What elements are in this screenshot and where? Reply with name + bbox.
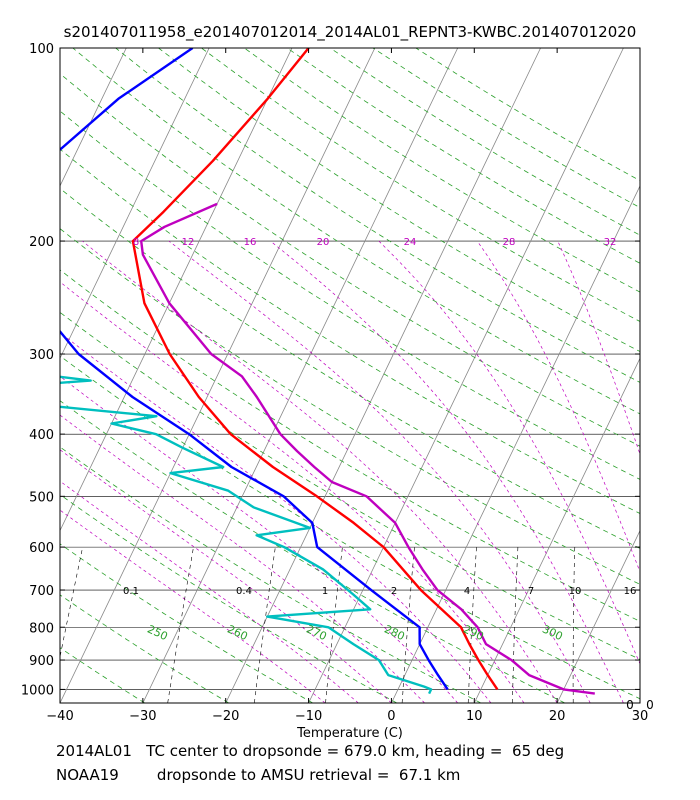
dry-adiabat-line [115,48,640,383]
x-tick-label: 10 [466,709,483,724]
moist-adiabat-line [60,414,425,703]
x-tick-label: −30 [129,709,156,724]
footer-line-1: 2014AL01 TC center to dropsonde = 679.0 … [56,742,565,760]
isotherm-line [639,702,640,703]
x-tick-label: 30 [632,709,649,724]
isotherm-line [556,529,640,703]
plot-frame [59,47,641,704]
dry-adiabat-line [60,702,61,703]
moist-adiabat-line [168,240,591,703]
moist-adiabat-label: 8 [133,237,139,248]
isotherm-line [60,48,127,187]
y-tick-label: 800 [29,621,54,636]
mixing-ratio-line [60,547,83,659]
dry-adiabat-label: 250 [145,622,170,643]
dry-adiabat-label: 300 [540,622,565,643]
dry-adiabat-label: 290 [461,622,486,643]
dry-adiabat-line [158,48,640,353]
dry-adiabat-line [60,647,145,703]
y-tick-label: 500 [29,490,54,505]
isotherm-line [60,48,293,532]
mixing-ratio-line [325,547,343,703]
mixing-ratio-label: 2 [391,586,397,597]
isotherm-line [225,48,541,703]
moist-adiabat-label: 12 [182,237,195,248]
mixing-ratio-label: 16 [624,586,637,597]
moist-adiabat-line [378,240,640,665]
moist-adiabat-line [270,240,624,703]
y-tick-label: 400 [29,428,54,443]
mixing-ratio-label: 1 [322,586,328,597]
dry-adiabat-line [60,400,565,703]
y-tick-label: 900 [29,654,54,669]
isotherm-line [142,48,459,703]
moist-adiabat-label: 28 [503,237,516,248]
dry-adiabat-line [60,110,640,480]
mixing-ratio-label: 4 [464,586,470,597]
moist-adiabat-label: 20 [317,237,330,248]
corner-label: 0 [646,698,654,712]
isotherm-line [473,357,640,703]
y-tick-label: 600 [29,541,54,556]
dry-adiabat-line [60,594,229,703]
dry-adiabat-line [372,48,640,209]
dry-adiabat-line [60,446,481,703]
corner-label: 0 [626,698,634,712]
dry-adiabat-line [201,48,640,322]
moist-adiabat-line [477,240,640,573]
moist-adiabat-line [60,281,525,703]
footer-line-2: NOAA19 dropsonde to AMSU retrieval = 67.… [56,766,461,784]
mixing-ratio-line [572,547,576,703]
x-tick-label: −20 [212,709,239,724]
moist-adiabat-line [557,240,640,456]
mixing-ratio-label: 10 [569,586,582,597]
x-axis-label: Temperature (C) [296,726,403,741]
x-tick-label: 20 [549,709,566,724]
dry-adiabat-line [60,187,640,549]
grid-layer [0,48,640,703]
dry-adiabat-line [60,543,313,703]
moist-adiabat-line [60,449,392,703]
x-tick-label: −40 [46,709,73,724]
chart-title: s201407011958_e201407012014_2014AL01_REP… [64,23,637,42]
dry-adiabat-label: 280 [382,622,407,643]
mixing-ratio-line [512,547,519,703]
moist-adiabat-label: 24 [404,237,417,248]
y-tick-label: 200 [29,235,54,250]
moist-adiabat-label: 32 [604,237,617,248]
x-tick-label: −10 [295,709,322,724]
mixing-ratio-label: 0.1 [123,586,139,597]
dropsonde-dewpoint-line [60,375,433,695]
isotherm-line [0,48,43,703]
mixing-ratio-line [467,547,477,703]
moist-adiabat-line [60,332,492,703]
mixing-ratio-label: 0.4 [236,586,252,597]
dry-adiabat-line [60,73,640,447]
isotherm-line [308,48,624,703]
dry-adiabat-line [60,494,397,703]
y-tick-label: 300 [29,348,54,363]
series-layer [60,48,595,695]
moist-adiabat-label: 16 [244,237,257,248]
dropsonde-temperature-line [139,202,595,695]
mixing-ratio-line [254,547,276,703]
y-tick-label: 700 [29,584,54,599]
dry-adiabat-label: 260 [225,622,250,643]
amsu-dewpoint-line [60,48,449,691]
x-tick-label: 0 [387,709,395,724]
isotherm-line [60,48,376,703]
dry-adiabat-line [60,269,640,622]
y-tick-label: 1000 [21,683,54,698]
isotherm-line [60,48,210,360]
dry-adiabat-line [60,148,640,514]
mixing-ratio-label: 7 [528,586,534,597]
amsu-temperature-line [131,48,499,691]
dry-adiabat-line [60,355,640,700]
y-tick-label: 100 [29,42,54,57]
dry-adiabat-line [415,48,640,182]
